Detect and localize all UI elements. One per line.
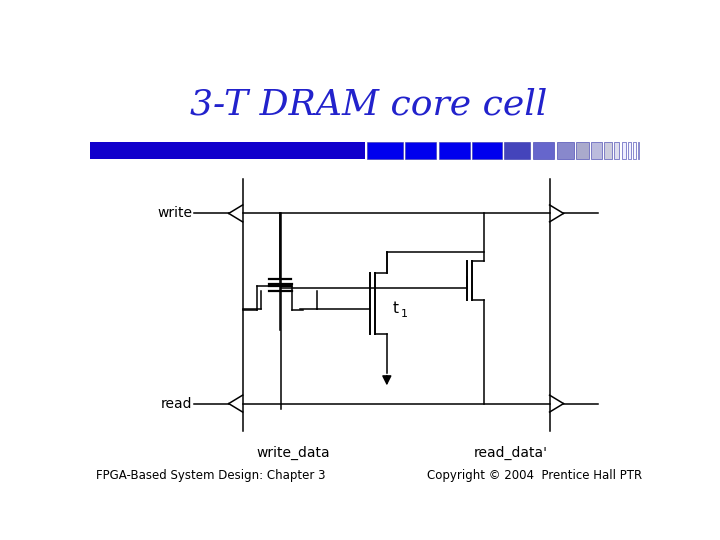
Bar (591, 142, 601, 159)
Text: 3-T DRAM core cell: 3-T DRAM core cell (190, 88, 548, 122)
Text: Copyright © 2004  Prentice Hall PTR: Copyright © 2004 Prentice Hall PTR (427, 469, 642, 482)
Text: 1: 1 (401, 308, 408, 319)
Bar (405, 142, 436, 159)
Bar (634, 142, 636, 159)
Bar (557, 142, 574, 159)
Bar (638, 142, 639, 159)
Bar (438, 142, 469, 159)
Text: read_data': read_data' (474, 446, 548, 460)
Bar (628, 142, 631, 159)
Bar (621, 142, 626, 159)
Bar (472, 142, 502, 159)
Text: FPGA-Based System Design: Chapter 3: FPGA-Based System Design: Chapter 3 (96, 469, 325, 482)
Bar (604, 142, 611, 159)
Bar (90, 142, 365, 159)
Bar (614, 142, 619, 159)
Text: write_data: write_data (256, 446, 330, 460)
Text: read: read (161, 396, 192, 410)
Text: write: write (157, 206, 192, 220)
Bar (533, 142, 554, 159)
Bar (504, 142, 530, 159)
Bar (576, 142, 589, 159)
Bar (367, 142, 403, 159)
Text: t: t (392, 301, 398, 316)
